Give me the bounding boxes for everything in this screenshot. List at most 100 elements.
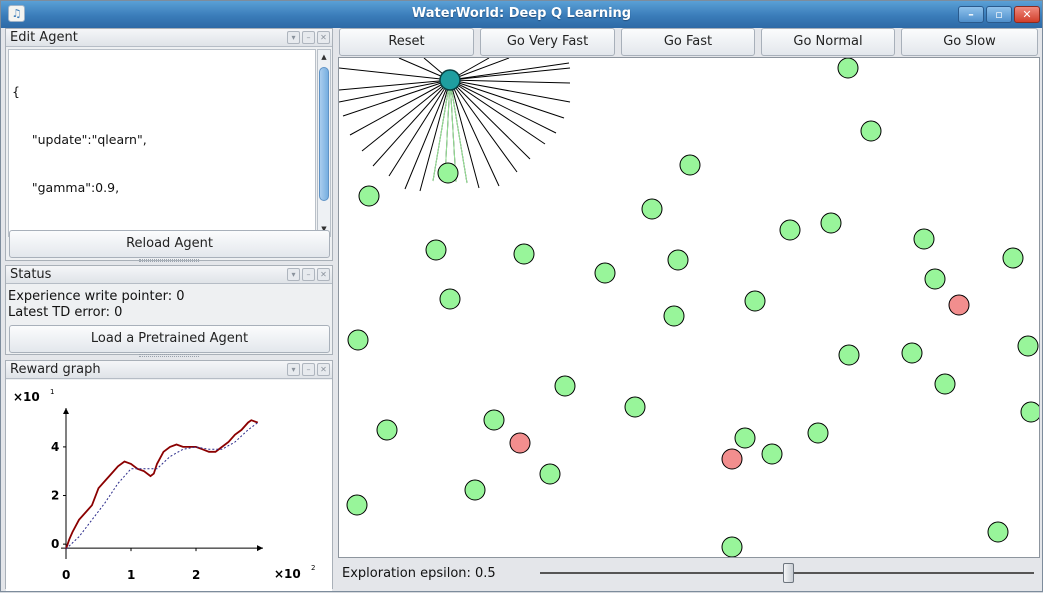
food-item [358, 185, 380, 207]
agent-spec-textarea[interactable]: { "update":"qlearn", "gamma":0.9, "epsil… [8, 49, 316, 237]
status-panel: Status ▾ – ✕ Experience write pointer: 0… [5, 265, 333, 357]
food-item [1017, 335, 1039, 357]
reward-chart: ×10 1 ×10 2 0 2 4 0 1 2 [13, 388, 315, 582]
food-item [734, 427, 756, 449]
food-item [838, 344, 860, 366]
sensor-ray [372, 79, 451, 167]
food-item [807, 422, 829, 444]
editor-scrollbar[interactable]: ▲ ▼ [317, 49, 331, 237]
panel-close-icon[interactable]: ✕ [317, 363, 330, 376]
sensor-ray [388, 79, 451, 177]
panel-close-icon[interactable]: ✕ [317, 268, 330, 281]
food-item [987, 521, 1009, 543]
sensor-ray [342, 79, 451, 117]
food-item [539, 463, 561, 485]
reset-button[interactable]: Reset [339, 28, 474, 56]
agent-icon [439, 69, 461, 91]
maximize-button[interactable]: ▫ [986, 6, 1012, 23]
food-item [346, 494, 368, 516]
scroll-down-icon[interactable]: ▼ [321, 225, 327, 233]
sensor-ray-hit [449, 79, 457, 183]
food-item [1020, 401, 1042, 423]
y-tick-label: 4 [51, 440, 59, 454]
food-item [376, 419, 398, 441]
y-scale-label: ×10 [13, 390, 40, 404]
go-fast-button[interactable]: Go Fast [621, 28, 755, 56]
sensor-ray [349, 79, 451, 136]
waterworld-canvas[interactable] [338, 57, 1042, 558]
epsilon-bar: Exploration epsilon: 0.5 [338, 559, 1040, 589]
panel-minimize-icon[interactable]: – [302, 268, 315, 281]
scrollbar-thumb[interactable] [319, 67, 329, 201]
sensor-ray-hit [449, 79, 468, 184]
panel-collapse-icon[interactable]: ▾ [287, 268, 300, 281]
x-tick-label: 2 [192, 568, 200, 582]
food-item [624, 396, 646, 418]
x-axis-arrow [257, 545, 263, 552]
food-item [934, 373, 956, 395]
sensor-ray [404, 79, 451, 190]
sensor-ray [449, 79, 500, 187]
sensor-ray [449, 79, 557, 134]
window-title: WaterWorld: Deep Q Learning [411, 6, 632, 21]
reload-agent-button[interactable]: Reload Agent [9, 230, 330, 258]
sensor-ray-hit [432, 79, 451, 182]
food-item [721, 536, 743, 558]
world-items [346, 57, 1042, 558]
sensor-ray [449, 62, 570, 81]
panel-minimize-icon[interactable]: – [302, 31, 315, 44]
panel-collapse-icon[interactable]: ▾ [287, 363, 300, 376]
panel-close-icon[interactable]: ✕ [317, 31, 330, 44]
y-scale-exponent: 1 [50, 388, 54, 396]
epsilon-slider-thumb[interactable] [783, 563, 794, 583]
x-tick-label: 1 [127, 568, 135, 582]
title-bar[interactable]: ♫ WaterWorld: Deep Q Learning – ▫ ✕ [1, 1, 1042, 28]
panel-collapse-icon[interactable]: ▾ [287, 31, 300, 44]
panel-minimize-icon[interactable]: – [302, 363, 315, 376]
go-normal-button[interactable]: Go Normal [761, 28, 895, 56]
x-scale-exponent: 2 [311, 564, 315, 572]
go-slow-button[interactable]: Go Slow [901, 28, 1038, 56]
y-axis-arrow [63, 408, 69, 414]
y-tick-label: 2 [51, 489, 59, 503]
reward-graph-panel: Reward graph ▾ – ✕ ×10 1 ×10 2 0 2 4 0 1 2 [5, 360, 333, 591]
food-item [860, 120, 882, 142]
speed-toolbar: Reset Go Very Fast Go Fast Go Normal Go … [338, 28, 1040, 57]
panel-resize-grip[interactable] [139, 259, 199, 262]
food-item [901, 342, 923, 364]
reward-graph-header: Reward graph ▾ – ✕ [6, 361, 332, 379]
food-item [913, 228, 935, 250]
sensor-ray [449, 79, 565, 119]
food-item [924, 268, 946, 290]
food-item [464, 479, 486, 501]
waterworld-svg [338, 57, 1042, 558]
sensor-ray [449, 79, 531, 160]
sensor-ray [338, 79, 451, 103]
food-item [437, 162, 459, 184]
panel-resize-grip[interactable] [139, 354, 199, 357]
food-item [425, 239, 447, 261]
minimize-button[interactable]: – [958, 6, 984, 23]
close-button[interactable]: ✕ [1014, 6, 1040, 23]
app-icon: ♫ [8, 5, 25, 22]
food-item [554, 375, 576, 397]
load-pretrained-button[interactable]: Load a Pretrained Agent [9, 325, 330, 353]
go-very-fast-button[interactable]: Go Very Fast [480, 28, 615, 56]
food-item [744, 290, 766, 312]
editor-line: "gamma":0.9, [12, 180, 120, 195]
latest-td-error: Latest TD error: 0 [8, 305, 123, 320]
food-item [347, 329, 369, 351]
scroll-up-icon[interactable]: ▲ [321, 53, 327, 61]
edit-agent-title: Edit Agent [10, 30, 78, 45]
status-title: Status [10, 267, 52, 282]
sensor-ray [338, 79, 451, 91]
edit-agent-panel: Edit Agent ▾ – ✕ { "update":"qlearn", "g… [5, 28, 333, 262]
food-item [594, 262, 616, 284]
editor-line: "update":"qlearn", [12, 132, 147, 147]
poison-item [948, 294, 970, 316]
sensor-ray [449, 79, 571, 103]
food-item [837, 57, 859, 79]
food-item [1002, 247, 1024, 269]
reward-graph-title: Reward graph [10, 362, 101, 377]
